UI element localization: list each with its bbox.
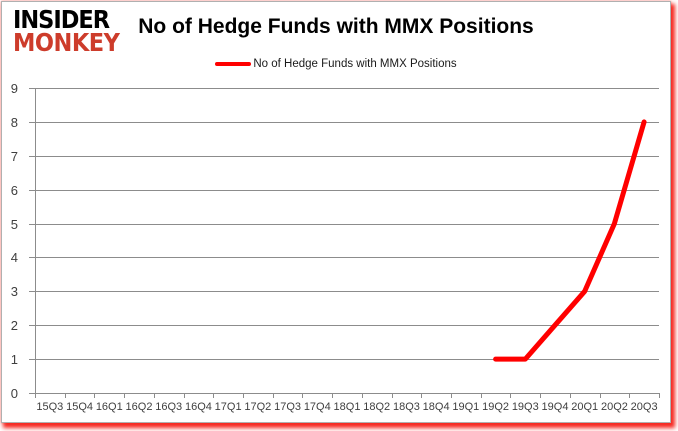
y-tick-label: 0 bbox=[11, 386, 18, 401]
y-tick-label: 4 bbox=[11, 250, 18, 265]
x-tick-label: 17Q1 bbox=[215, 401, 242, 413]
x-tick-label: 19Q2 bbox=[482, 401, 509, 413]
x-tick-label: 17Q4 bbox=[304, 401, 331, 413]
insider-monkey-logo: INSIDER MONKEY bbox=[13, 5, 120, 57]
x-tick-label: 17Q2 bbox=[244, 401, 271, 413]
x-tick-label: 18Q4 bbox=[423, 401, 450, 413]
x-tick-label: 20Q2 bbox=[601, 401, 628, 413]
logo-text-insider: INSIDER bbox=[13, 5, 110, 34]
x-tick-label: 16Q1 bbox=[96, 401, 123, 413]
x-tick-label: 15Q3 bbox=[36, 401, 63, 413]
x-tick-label: 19Q4 bbox=[542, 401, 569, 413]
y-tick-label: 6 bbox=[11, 183, 18, 198]
chart-frame: INSIDER MONKEY No of Hedge Funds with MM… bbox=[1, 1, 671, 423]
x-tick-label: 19Q3 bbox=[512, 401, 539, 413]
series-line bbox=[493, 119, 647, 362]
x-tick-label: 18Q2 bbox=[363, 401, 390, 413]
x-tick-label: 16Q3 bbox=[155, 401, 182, 413]
chart-title: No of Hedge Funds with MMX Positions bbox=[138, 15, 534, 38]
chart-legend: No of Hedge Funds with MMX Positions bbox=[2, 58, 670, 70]
x-tick-label: 20Q3 bbox=[631, 401, 658, 413]
x-tick-label: 17Q3 bbox=[274, 401, 301, 413]
x-tick-label: 19Q1 bbox=[452, 401, 479, 413]
legend-line-swatch bbox=[215, 62, 252, 66]
y-tick-label: 3 bbox=[11, 284, 18, 299]
x-tick-label: 16Q2 bbox=[126, 401, 153, 413]
y-tick-label: 7 bbox=[11, 149, 18, 164]
y-tick-label: 8 bbox=[11, 115, 18, 130]
x-tick-label: 15Q4 bbox=[66, 401, 93, 413]
x-tick-label: 18Q3 bbox=[393, 401, 420, 413]
x-tick-label: 18Q1 bbox=[334, 401, 361, 413]
y-tick-label: 9 bbox=[11, 81, 18, 96]
logo-text-monkey: MONKEY bbox=[13, 28, 120, 57]
legend-label: No of Hedge Funds with MMX Positions bbox=[253, 58, 457, 70]
y-tick-label: 5 bbox=[11, 217, 18, 232]
x-tick-label: 16Q4 bbox=[185, 401, 212, 413]
x-tick-label: 20Q1 bbox=[571, 401, 598, 413]
y-tick-label: 2 bbox=[11, 318, 18, 333]
y-tick-label: 1 bbox=[11, 352, 18, 367]
